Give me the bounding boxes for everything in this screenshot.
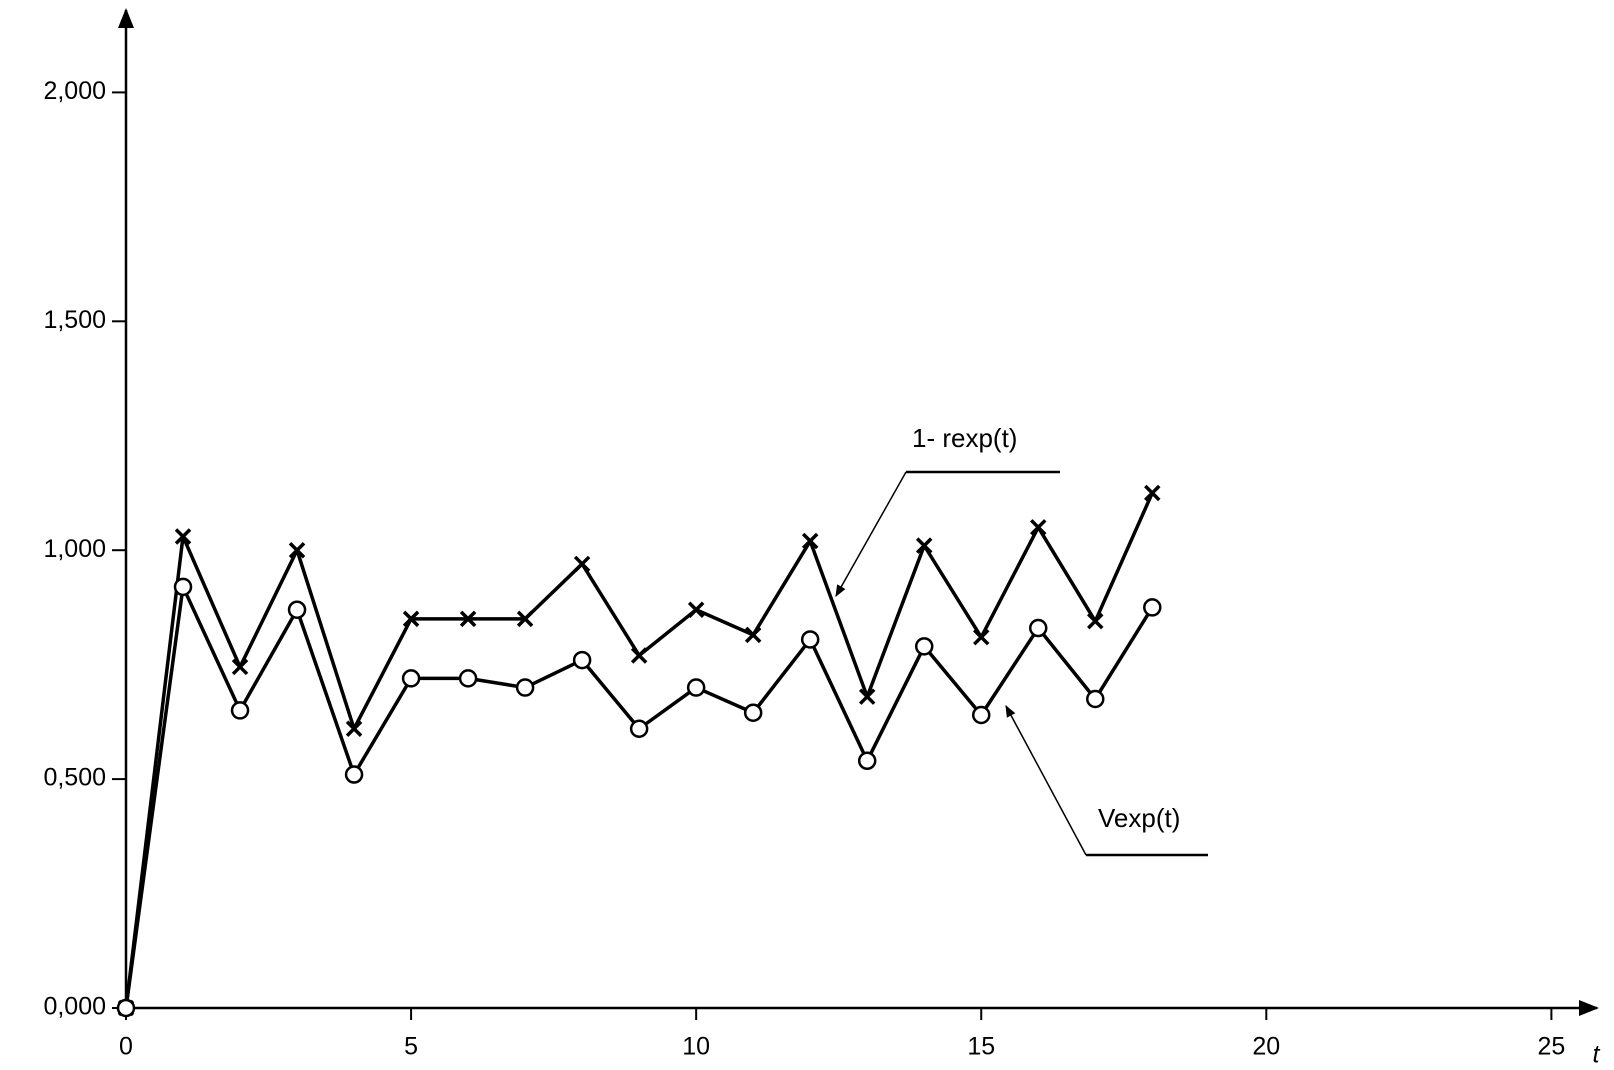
series-label: Vexp(t) [1098, 803, 1180, 833]
marker [1144, 484, 1161, 502]
marker [401, 669, 421, 688]
marker [345, 720, 363, 737]
marker [402, 610, 420, 628]
series-label: 1- rexp(t) [912, 423, 1017, 453]
marker [1143, 598, 1162, 617]
x-tick-label: 25 [1537, 1033, 1565, 1061]
marker [686, 678, 706, 697]
marker [629, 719, 649, 738]
marker [287, 600, 307, 619]
x-tick-label: 5 [404, 1033, 418, 1061]
marker [744, 626, 762, 644]
marker [743, 703, 763, 722]
marker [458, 669, 478, 688]
marker [116, 998, 136, 1018]
marker [174, 528, 192, 545]
marker [914, 637, 934, 656]
marker [344, 765, 364, 784]
leader [835, 471, 907, 598]
series-line [124, 585, 1154, 1009]
x-tick-label: 10 [682, 1033, 710, 1061]
leader [1005, 704, 1087, 856]
marker [858, 688, 876, 705]
marker [971, 705, 991, 725]
marker [515, 678, 535, 697]
marker [1028, 618, 1048, 638]
marker [857, 751, 877, 771]
y-tick-label: 0,500 [43, 764, 106, 792]
marker [972, 628, 990, 646]
x-axis-label: t [1593, 1041, 1601, 1069]
x-tick-label: 0 [119, 1033, 133, 1061]
series-line [124, 492, 1154, 1009]
marker [1030, 519, 1047, 536]
marker [288, 541, 306, 559]
y-tick-label: 1,500 [43, 306, 106, 334]
marker [516, 610, 534, 628]
marker [231, 658, 249, 676]
marker [800, 630, 820, 649]
y-tick-label: 0,000 [43, 993, 106, 1021]
x-tick-label: 20 [1252, 1033, 1280, 1061]
marker [572, 650, 592, 670]
marker [915, 537, 933, 554]
marker [230, 701, 250, 720]
x-tick-label: 15 [967, 1033, 995, 1061]
marker [687, 601, 705, 618]
y-tick-label: 2,000 [43, 77, 106, 105]
marker [1087, 612, 1104, 630]
marker [573, 555, 591, 573]
marker [630, 647, 648, 664]
marker [801, 532, 819, 550]
marker [1086, 689, 1105, 709]
marker [173, 577, 193, 597]
marker [459, 610, 477, 628]
y-tick-label: 1,000 [43, 535, 106, 563]
